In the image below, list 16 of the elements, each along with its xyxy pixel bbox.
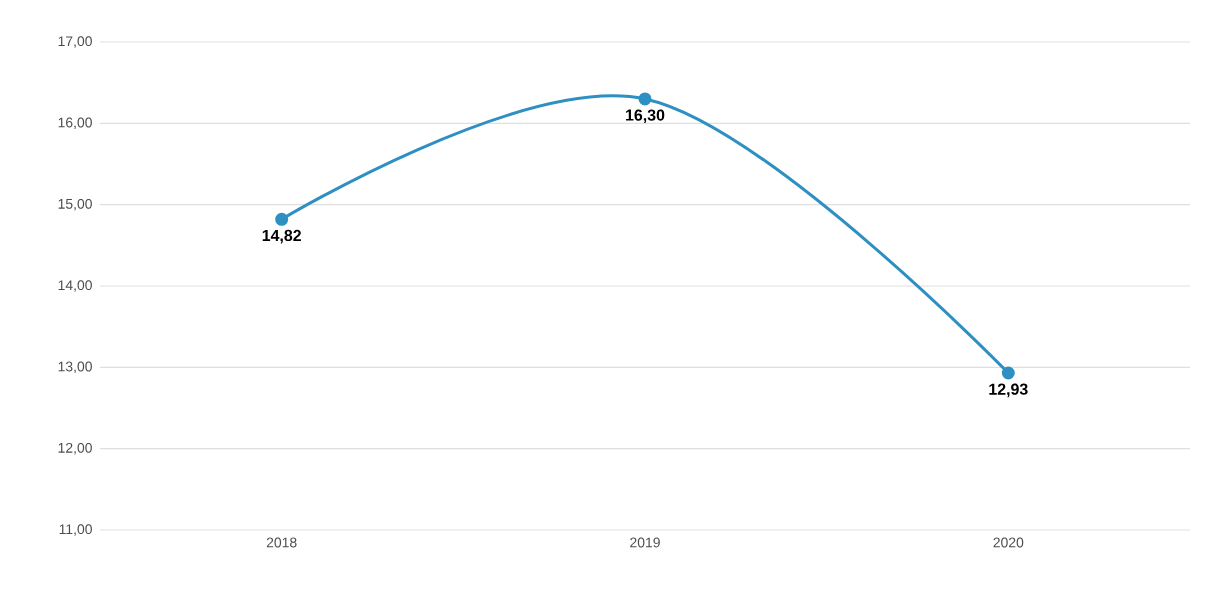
y-tick-label: 16,00 [58, 117, 92, 130]
y-tick-label: 15,00 [58, 198, 92, 211]
data-label: 16,30 [626, 109, 665, 124]
data-label: 14,82 [262, 229, 301, 244]
point [275, 212, 289, 226]
y-tick-label: 12,00 [58, 442, 92, 455]
point [638, 92, 652, 106]
y-tick-label: 13,00 [58, 361, 92, 374]
y-tick-label: 11,00 [59, 524, 92, 536]
x-tick-label: 2018 [266, 537, 297, 548]
y-tick-label: 17,00 [58, 36, 92, 48]
data-label: 12,93 [989, 383, 1028, 398]
point [1001, 366, 1015, 380]
x-tick-label: 2020 [993, 537, 1024, 548]
y-tick-label: 14,00 [58, 280, 92, 292]
x-tick-label: 2019 [630, 537, 660, 548]
